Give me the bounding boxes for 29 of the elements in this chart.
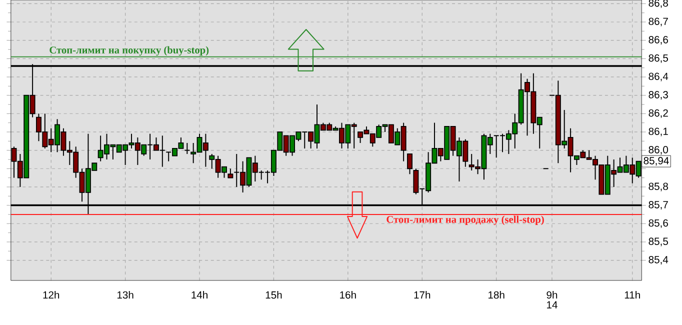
candlestick bbox=[228, 168, 234, 178]
ref-line-label: Стоп-лимит на покупку (buy-stop) bbox=[50, 46, 209, 56]
x-tick-label: 16h bbox=[340, 291, 356, 299]
y-tick-label: 86,6 bbox=[648, 36, 668, 45]
candlestick bbox=[184, 142, 190, 155]
candlestick bbox=[407, 154, 412, 175]
x-tick-label: 17h bbox=[414, 291, 430, 299]
y-tick-label: 85,6 bbox=[648, 219, 668, 228]
x-tick-label: 9h bbox=[546, 291, 558, 299]
x-tick-label: 15h bbox=[266, 291, 282, 299]
y-tick-label: 86,0 bbox=[648, 146, 668, 155]
y-tick-label: 85,8 bbox=[648, 182, 668, 192]
x-tick-label: 13h bbox=[117, 291, 134, 299]
x-tick-label: 12h bbox=[43, 291, 60, 299]
x-tick-label: 18h bbox=[488, 291, 504, 299]
y-tick-label: 86,2 bbox=[648, 110, 668, 118]
y-tick-label: 86,3 bbox=[648, 91, 668, 100]
y-tick-label: 86,5 bbox=[648, 54, 668, 64]
y-tick-label: 85,4 bbox=[648, 256, 668, 265]
x-tick-label: 11h bbox=[624, 291, 640, 299]
y-tick-label: 85,5 bbox=[648, 238, 668, 246]
y-tick-label: 85,7 bbox=[648, 201, 668, 210]
y-tick-label: 86,1 bbox=[648, 128, 668, 136]
ref-line-label: Стоп-лимит на продажу (sell-stop) bbox=[386, 216, 544, 226]
text: 14 bbox=[547, 301, 558, 309]
y-tick-label: 86,7 bbox=[648, 18, 668, 26]
x-tick-label: 14h bbox=[192, 291, 208, 299]
y-tick-label: 86,4 bbox=[648, 72, 668, 82]
annotation: 85,94 bbox=[644, 157, 669, 166]
